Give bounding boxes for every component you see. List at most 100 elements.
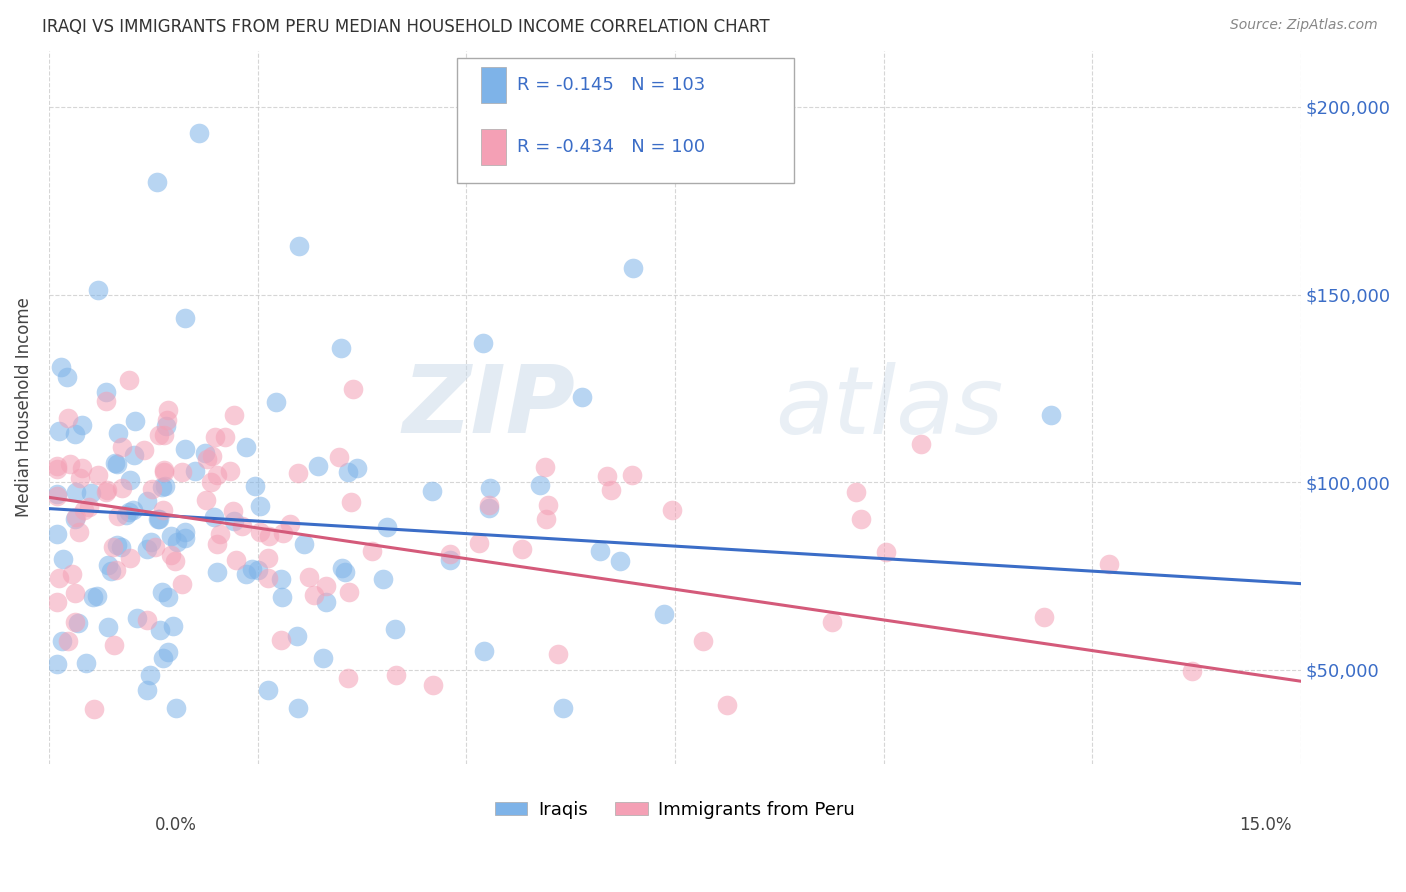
Point bbox=[67, 525, 90, 540]
Point bbox=[124, 414, 146, 428]
Point bbox=[371, 572, 394, 586]
Point bbox=[125, 610, 148, 624]
Point bbox=[100, 564, 122, 578]
Point bbox=[202, 510, 225, 524]
Point bbox=[56, 633, 79, 648]
Point bbox=[152, 463, 174, 477]
Point bbox=[1098, 557, 1121, 571]
Point bbox=[439, 553, 461, 567]
Point bbox=[152, 503, 174, 517]
Point bbox=[307, 458, 329, 473]
Point bbox=[135, 493, 157, 508]
Point bbox=[571, 390, 593, 404]
Point bbox=[375, 520, 398, 534]
Point bbox=[153, 427, 176, 442]
Point bbox=[209, 527, 232, 541]
Point bbox=[157, 403, 180, 417]
Point bbox=[333, 566, 356, 580]
Point bbox=[245, 478, 267, 492]
Point bbox=[221, 504, 243, 518]
Point bbox=[188, 126, 211, 140]
Point bbox=[107, 425, 129, 440]
Point bbox=[166, 535, 188, 549]
Point bbox=[63, 427, 86, 442]
Point bbox=[134, 442, 156, 457]
Point bbox=[330, 561, 353, 575]
Point bbox=[222, 409, 245, 423]
Point bbox=[82, 590, 104, 604]
Point bbox=[287, 700, 309, 714]
Point bbox=[231, 518, 253, 533]
Point bbox=[287, 466, 309, 480]
Point bbox=[46, 458, 69, 473]
Point bbox=[87, 283, 110, 297]
Point bbox=[86, 589, 108, 603]
Point bbox=[146, 175, 169, 189]
Point bbox=[204, 429, 226, 443]
Point bbox=[875, 545, 897, 559]
Point bbox=[200, 475, 222, 489]
Point bbox=[155, 419, 177, 434]
Point bbox=[420, 484, 443, 499]
Point bbox=[79, 500, 101, 515]
Point bbox=[103, 456, 125, 470]
Text: IRAQI VS IMMIGRANTS FROM PERU MEDIAN HOUSEHOLD INCOME CORRELATION CHART: IRAQI VS IMMIGRANTS FROM PERU MEDIAN HOU… bbox=[42, 18, 770, 36]
Point bbox=[337, 585, 360, 599]
Point bbox=[46, 462, 69, 476]
Y-axis label: Median Household Income: Median Household Income bbox=[15, 297, 32, 517]
Point bbox=[264, 394, 287, 409]
Point bbox=[246, 562, 269, 576]
Point bbox=[55, 369, 77, 384]
Point bbox=[533, 459, 555, 474]
Point bbox=[271, 591, 294, 605]
Point bbox=[117, 373, 139, 387]
Point bbox=[139, 534, 162, 549]
Point bbox=[195, 493, 218, 508]
Point bbox=[58, 410, 80, 425]
Point bbox=[173, 524, 195, 539]
Point bbox=[184, 465, 207, 479]
Point bbox=[146, 512, 169, 526]
Point bbox=[547, 648, 569, 662]
Point bbox=[97, 558, 120, 572]
Point bbox=[201, 449, 224, 463]
Point bbox=[219, 464, 242, 478]
Point bbox=[163, 554, 186, 568]
Point bbox=[118, 505, 141, 519]
Point bbox=[537, 498, 560, 512]
Point bbox=[298, 569, 321, 583]
Point bbox=[141, 482, 163, 496]
Point bbox=[153, 478, 176, 492]
Point bbox=[162, 619, 184, 633]
Point bbox=[1181, 664, 1204, 678]
Point bbox=[136, 541, 159, 556]
Point bbox=[48, 424, 70, 438]
Point bbox=[65, 510, 87, 524]
Point bbox=[69, 470, 91, 484]
Point bbox=[315, 579, 337, 593]
Point bbox=[422, 678, 444, 692]
Point bbox=[292, 537, 315, 551]
Point bbox=[51, 634, 73, 648]
Point bbox=[551, 700, 574, 714]
Point bbox=[330, 341, 353, 355]
Point bbox=[46, 594, 69, 608]
Point bbox=[529, 478, 551, 492]
Point bbox=[139, 667, 162, 681]
Point bbox=[596, 468, 619, 483]
Legend: Iraqis, Immigrants from Peru: Iraqis, Immigrants from Peru bbox=[488, 794, 862, 826]
Point bbox=[195, 451, 218, 466]
Point bbox=[136, 682, 159, 697]
Point bbox=[48, 571, 70, 585]
Point bbox=[845, 485, 868, 500]
Point bbox=[153, 466, 176, 480]
Point bbox=[621, 468, 644, 483]
Point bbox=[156, 645, 179, 659]
Point bbox=[439, 547, 461, 561]
Point bbox=[46, 489, 69, 503]
Point bbox=[67, 616, 90, 631]
Point bbox=[107, 508, 129, 523]
Point bbox=[257, 571, 280, 585]
Point bbox=[315, 595, 337, 609]
Point bbox=[59, 457, 82, 471]
